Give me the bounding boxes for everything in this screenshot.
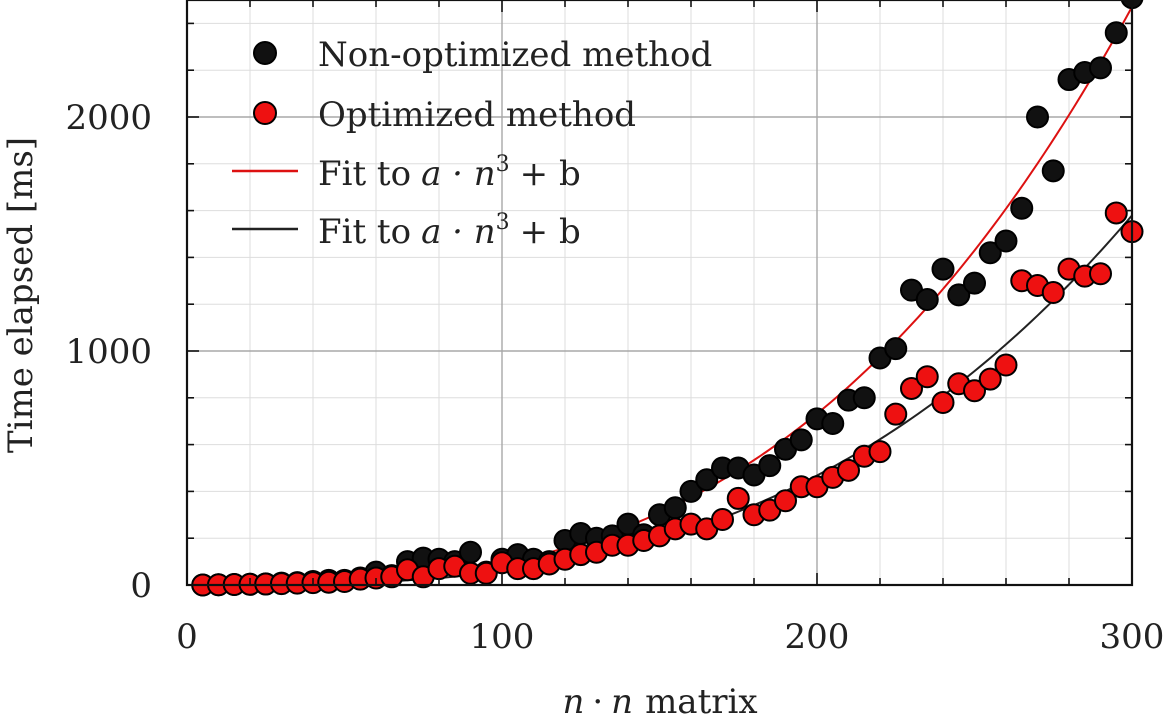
data-points — [191, 0, 1144, 597]
y-tick-label: 2000 — [65, 98, 152, 138]
data-point-non-optimized — [821, 412, 845, 436]
x-tick-label: 300 — [1100, 617, 1163, 657]
data-point-optimized — [711, 507, 734, 531]
legend-marker-non-optimized — [253, 41, 277, 65]
data-point-non-optimized — [758, 454, 782, 478]
legend-label-non-optimized: Non-optimized method — [318, 35, 712, 75]
data-point-optimized — [1041, 281, 1065, 304]
plot-border — [185, 0, 1134, 587]
data-point-optimized — [963, 379, 986, 403]
x-axis-label-rest: matrix — [645, 682, 757, 719]
fit-curves — [187, 6, 1133, 586]
data-point-optimized — [994, 353, 1018, 377]
y-axis-label: Time elapsed [ms] — [1, 137, 41, 453]
data-point-optimized — [837, 458, 860, 482]
data-point-non-optimized — [978, 241, 1002, 265]
data-point-non-optimized — [1041, 159, 1065, 183]
legend-label-fit-black: Fit to a · n3 + b — [318, 210, 581, 252]
data-point-non-optimized — [852, 386, 876, 410]
grid — [187, 0, 1132, 585]
data-point-optimized — [1104, 201, 1128, 225]
data-point-non-optimized — [884, 337, 908, 361]
data-point-non-optimized — [931, 257, 955, 281]
data-point-non-optimized — [963, 271, 986, 295]
x-tick-label: 100 — [470, 617, 535, 657]
data-point-non-optimized — [1026, 105, 1049, 129]
data-point-non-optimized — [695, 468, 719, 492]
data-point-optimized — [978, 367, 1002, 391]
data-point-non-optimized — [994, 229, 1018, 253]
x-axis-label-op: · — [592, 682, 603, 719]
data-point-non-optimized — [1010, 196, 1034, 220]
data-point-optimized — [1089, 262, 1112, 286]
x-axis-label-var-b: n — [611, 682, 633, 719]
x-tick-label: 0 — [176, 617, 198, 657]
data-point-non-optimized — [663, 496, 687, 520]
data-point-optimized — [868, 440, 892, 464]
legend-marker-optimized — [253, 101, 277, 125]
data-point-non-optimized — [947, 283, 971, 307]
data-point-optimized — [884, 402, 908, 426]
data-point-non-optimized — [1089, 56, 1112, 80]
data-point-optimized — [726, 486, 750, 510]
data-point-optimized — [474, 561, 498, 585]
data-point-optimized — [774, 489, 797, 513]
data-point-non-optimized — [679, 479, 703, 503]
y-tick-label: 1000 — [65, 332, 152, 372]
fit-curve-red — [187, 6, 1133, 586]
x-axis-label-var-a: n — [562, 682, 584, 719]
data-point-non-optimized — [1104, 21, 1128, 45]
data-point-non-optimized — [789, 428, 813, 452]
x-tick-label: 200 — [785, 617, 850, 657]
data-point-optimized — [900, 376, 923, 400]
data-point-optimized — [915, 365, 939, 389]
data-point-optimized — [931, 390, 955, 414]
legend: Non-optimized method Optimized method Fi… — [232, 35, 712, 252]
y-tick-label: 0 — [130, 566, 152, 606]
plot-frame — [185, 0, 1134, 587]
legend-label-fit-red: Fit to a · n3 + b — [318, 152, 581, 194]
x-axis-label: n · n matrix — [562, 682, 757, 719]
legend-label-optimized: Optimized method — [318, 95, 636, 135]
tick-labels: 0 100 200 300 0 1000 2000 — [65, 98, 1163, 657]
data-point-non-optimized — [915, 288, 939, 312]
